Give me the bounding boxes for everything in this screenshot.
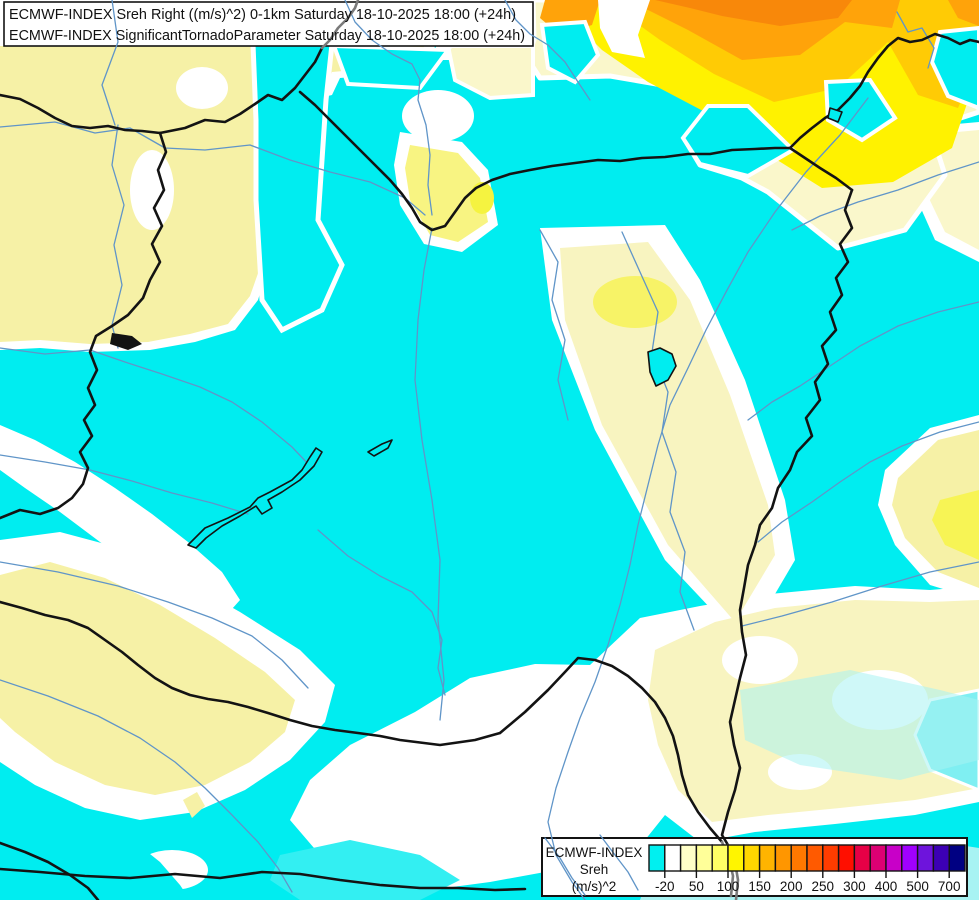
legend-color-cell xyxy=(869,844,887,872)
legend-color-cell xyxy=(679,844,698,872)
legend-tick-label: 500 xyxy=(906,879,929,894)
title-line-2: ECMWF-INDEX SignificantTornadoParameter … xyxy=(9,27,525,44)
legend-color-cell xyxy=(806,844,824,872)
cyan-column xyxy=(250,41,452,334)
yellow-wedge xyxy=(394,132,498,252)
legend-tick-label: 400 xyxy=(875,879,898,894)
legend-content: ECMWF-INDEX Sreh (m/s)^2 -20 50 100 150 200 2… xyxy=(546,844,966,894)
lake-tisza xyxy=(647,347,677,387)
legend-tick-label: 300 xyxy=(843,879,866,894)
legend-color-cell xyxy=(948,844,966,872)
title-box xyxy=(3,1,534,47)
legend-tick-label: 50 xyxy=(689,879,704,894)
legend-tick-label: -20 xyxy=(655,879,675,894)
lake-velence xyxy=(367,439,393,457)
legend-color-cell xyxy=(743,844,761,872)
legend-tick-label: 150 xyxy=(748,879,771,894)
legend-color-cell xyxy=(901,844,919,872)
lakes xyxy=(187,107,843,549)
legend-units: (m/s)^2 xyxy=(572,879,617,894)
legend-color-cell xyxy=(774,844,792,872)
title-line-1: ECMWF-INDEX Sreh Right ((m/s)^2) 0-1km S… xyxy=(9,6,516,23)
legend-tick-label: 700 xyxy=(938,879,961,894)
cyan-notches xyxy=(539,19,979,179)
legend-color-cell xyxy=(711,844,729,872)
legend-parameter: Sreh xyxy=(580,862,609,877)
legend-color-cell xyxy=(885,844,903,872)
legend-color-cell xyxy=(932,844,950,872)
legend-tick-labels: -20 50 100 150 200 250 300 400 500 700 xyxy=(655,871,960,894)
title-text: ECMWF-INDEX Sreh Right ((m/s)^2) 0-1km S… xyxy=(9,6,525,44)
legend-color-cell xyxy=(758,844,777,872)
legend-colorbar xyxy=(648,844,966,872)
legend-color-cell xyxy=(648,844,666,872)
legend-color-cell xyxy=(853,844,871,872)
legend-color-cell xyxy=(916,844,935,872)
lake-balaton xyxy=(187,447,323,549)
country-borders xyxy=(0,32,979,900)
legend-tick-label: 100 xyxy=(717,879,740,894)
legend-tick-label: 250 xyxy=(812,879,835,894)
legend-color-cell xyxy=(695,844,713,872)
legend-tick-label: 200 xyxy=(780,879,803,894)
legend-color-cell xyxy=(822,844,840,872)
legend-color-cell xyxy=(837,844,856,872)
legend-color-cell xyxy=(790,844,808,872)
legend-color-cell xyxy=(664,844,682,872)
legend-color-cell xyxy=(727,844,745,872)
legend-title: ECMWF-INDEX xyxy=(546,845,643,860)
